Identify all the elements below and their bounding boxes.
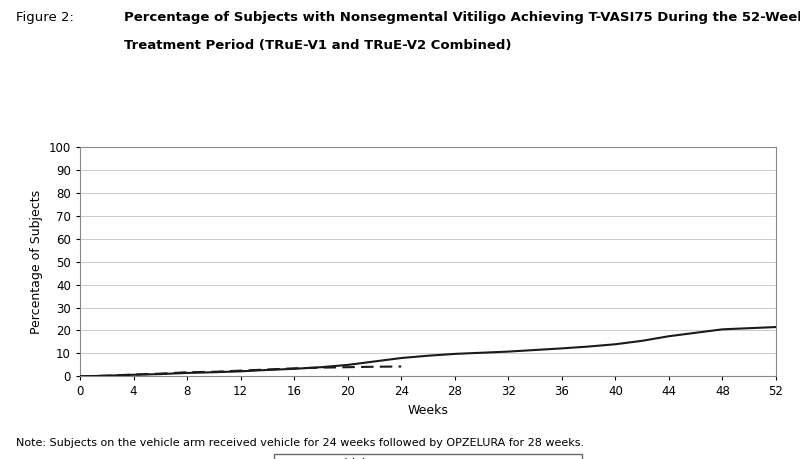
Y-axis label: Percentage of Subjects: Percentage of Subjects [30, 190, 43, 334]
X-axis label: Weeks: Weeks [407, 404, 449, 417]
Text: Percentage of Subjects with Nonsegmental Vitiligo Achieving T-VASI75 During the : Percentage of Subjects with Nonsegmental… [124, 11, 800, 24]
Text: Note: Subjects on the vehicle arm received vehicle for 24 weeks followed by OPZE: Note: Subjects on the vehicle arm receiv… [16, 437, 584, 448]
Text: Figure 2:: Figure 2: [16, 11, 74, 24]
Legend: Vehicle BID, OPZELURA 1.5%BID: Vehicle BID, OPZELURA 1.5%BID [274, 453, 582, 459]
Text: Treatment Period (TRuE-V1 and TRuE-V2 Combined): Treatment Period (TRuE-V1 and TRuE-V2 Co… [124, 39, 511, 52]
